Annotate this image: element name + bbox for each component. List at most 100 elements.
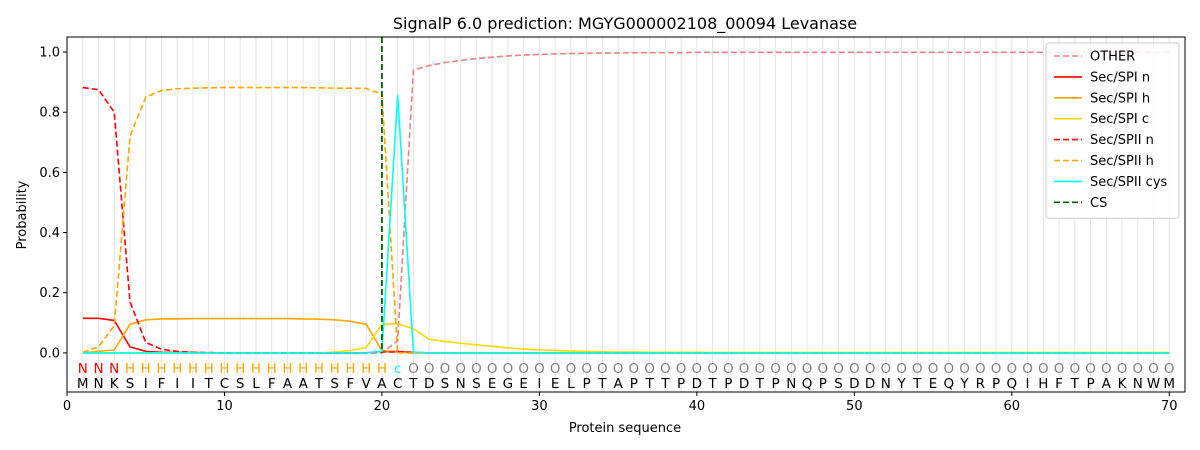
residue-label: D bbox=[865, 376, 875, 392]
vertical-gridlines bbox=[82, 37, 1170, 392]
region-label: H bbox=[282, 361, 292, 377]
region-label: O bbox=[440, 361, 451, 377]
residue-label: A bbox=[377, 376, 387, 392]
region-label: O bbox=[581, 361, 592, 377]
region-label: H bbox=[377, 361, 387, 377]
residue-label: T bbox=[597, 376, 607, 392]
residue-label: S bbox=[236, 376, 245, 392]
region-label: O bbox=[739, 361, 750, 377]
residue-label: Q bbox=[1006, 376, 1017, 392]
x-tick-label: 0 bbox=[63, 399, 71, 414]
y-axis-ticks: 0.0 0.2 0.4 0.6 0.8 1.0 bbox=[39, 46, 67, 361]
series-line-other bbox=[82, 51, 1170, 354]
region-label: O bbox=[723, 361, 734, 377]
residue-label: P bbox=[819, 376, 827, 392]
series-line-sec-spi-n bbox=[82, 317, 1170, 354]
residue-label: Y bbox=[896, 376, 906, 392]
residue-label: F bbox=[158, 376, 166, 392]
x-tick-label: 10 bbox=[216, 399, 233, 414]
residue-label: L bbox=[567, 376, 575, 392]
residue-label: E bbox=[488, 376, 497, 392]
legend-label: Sec/SPI n bbox=[1090, 70, 1150, 85]
region-label: O bbox=[676, 361, 687, 377]
region-label: O bbox=[928, 361, 939, 377]
x-tick-label: 20 bbox=[374, 399, 391, 414]
residue-label: F bbox=[1055, 376, 1063, 392]
region-label: O bbox=[455, 361, 466, 377]
residue-label: T bbox=[755, 376, 765, 392]
residue-label: S bbox=[330, 376, 339, 392]
residue-label: S bbox=[126, 376, 135, 392]
residue-label: E bbox=[551, 376, 560, 392]
region-label: O bbox=[912, 361, 923, 377]
region-label: O bbox=[833, 361, 844, 377]
region-label: O bbox=[1022, 361, 1033, 377]
residue-label: T bbox=[912, 376, 922, 392]
region-label: O bbox=[1148, 361, 1159, 377]
residue-label: P bbox=[1086, 376, 1094, 392]
residue-label: A bbox=[299, 376, 309, 392]
y-tick-label: 0.2 bbox=[39, 286, 60, 301]
residue-label: I bbox=[144, 376, 148, 392]
region-label: O bbox=[880, 361, 891, 377]
plot-frame bbox=[66, 36, 1186, 393]
legend: OTHER Sec/SPI n Sec/SPI h Sec/SPI c Sec/SPII… bbox=[1045, 42, 1180, 219]
region-label: O bbox=[1101, 361, 1112, 377]
region-label: O bbox=[597, 361, 608, 377]
residue-label: G bbox=[503, 376, 513, 392]
residue-label: I bbox=[175, 376, 179, 392]
residue-label: N bbox=[456, 376, 466, 392]
residue-label: Q bbox=[802, 376, 813, 392]
legend-label: CS bbox=[1090, 196, 1107, 211]
region-label: O bbox=[487, 361, 498, 377]
series-layer bbox=[82, 51, 1170, 354]
residue-label: T bbox=[660, 376, 670, 392]
residue-label: A bbox=[283, 376, 293, 392]
residue-label: P bbox=[630, 376, 638, 392]
region-label: O bbox=[1164, 361, 1175, 377]
residue-label: N bbox=[881, 376, 891, 392]
residue-label: K bbox=[1118, 376, 1128, 392]
series-line-sec-spi-h bbox=[82, 317, 1170, 354]
region-label: H bbox=[204, 361, 214, 377]
y-tick-label: 0.4 bbox=[39, 226, 60, 241]
residue-label: P bbox=[583, 376, 591, 392]
region-label: O bbox=[518, 361, 529, 377]
residue-label: S bbox=[834, 376, 843, 392]
residue-label: H bbox=[1038, 376, 1048, 392]
region-label: H bbox=[156, 361, 166, 377]
residue-label: A bbox=[614, 376, 624, 392]
region-label: O bbox=[503, 361, 514, 377]
legend-label: Sec/SPII h bbox=[1090, 154, 1154, 169]
region-label: O bbox=[802, 361, 813, 377]
region-label: H bbox=[188, 361, 198, 377]
residue-label: P bbox=[992, 376, 1000, 392]
region-label: O bbox=[1006, 361, 1017, 377]
region-label: H bbox=[172, 361, 182, 377]
residue-label: D bbox=[739, 376, 749, 392]
x-tick-label: 40 bbox=[689, 399, 706, 414]
residue-label: T bbox=[314, 376, 324, 392]
region-label: O bbox=[943, 361, 954, 377]
region-label: H bbox=[125, 361, 135, 377]
region-label: O bbox=[1085, 361, 1096, 377]
region-label: O bbox=[1054, 361, 1065, 377]
residue-label: C bbox=[220, 376, 229, 392]
region-label: O bbox=[991, 361, 1002, 377]
region-label: H bbox=[219, 361, 229, 377]
series-line-sec-spi-c bbox=[82, 322, 1170, 354]
region-label: O bbox=[613, 361, 624, 377]
residue-label: V bbox=[362, 376, 372, 392]
region-label: O bbox=[849, 361, 860, 377]
region-label: N bbox=[78, 361, 88, 377]
region-label: H bbox=[251, 361, 261, 377]
region-label: O bbox=[959, 361, 970, 377]
residue-label: T bbox=[707, 376, 717, 392]
x-tick-label: 70 bbox=[1161, 399, 1178, 414]
residue-label: N bbox=[1133, 376, 1143, 392]
region-label: O bbox=[755, 361, 766, 377]
residue-label: F bbox=[268, 376, 276, 392]
region-label: O bbox=[644, 361, 655, 377]
series-line-sec-spii-h bbox=[82, 86, 1170, 354]
residue-label: T bbox=[204, 376, 214, 392]
